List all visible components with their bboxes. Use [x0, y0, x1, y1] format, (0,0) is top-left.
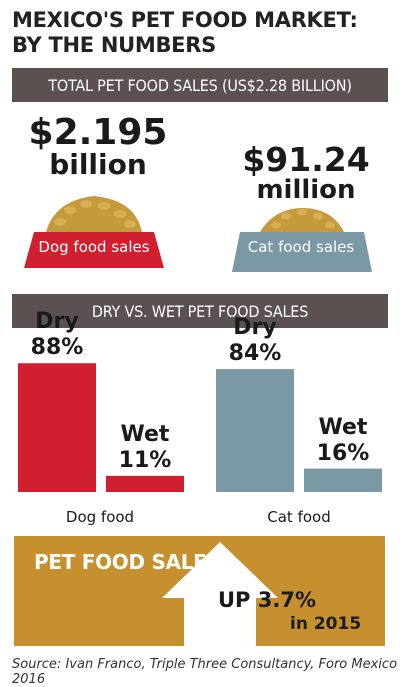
dry-wet-banner: DRY VS. WET PET FOOD SALES	[12, 294, 388, 328]
bar-cat-wet	[304, 468, 382, 492]
label-dog-dry: Dry 88%	[18, 309, 96, 361]
dog-sales-label: Dog food sales	[38, 238, 150, 256]
series-dry-name-cat: Dry	[233, 315, 277, 341]
bar-dog-dry	[18, 363, 96, 492]
growth-heading: PET FOOD SALES	[34, 550, 221, 574]
label-cat-wet: Wet 16%	[304, 415, 382, 467]
dog-sales-amount: $2.195	[28, 112, 168, 153]
value-dog-dry: 88%	[30, 335, 84, 361]
label-cat-dry: Dry 84%	[216, 315, 294, 367]
title-line-2: BY THE NUMBERS	[12, 33, 216, 57]
cat-sales-label: Cat food sales	[247, 238, 355, 256]
title-line-1: MEXICO'S PET FOOD MARKET:	[12, 8, 358, 32]
value-dog-wet: 11%	[118, 447, 172, 473]
series-wet-name-cat: Wet	[318, 414, 368, 440]
dog-bowl-icon	[24, 196, 164, 268]
page-title: MEXICO'S PET FOOD MARKET: BY THE NUMBERS	[12, 8, 392, 58]
category-cat-food: Cat food	[267, 508, 331, 526]
label-dog-wet: Wet 11%	[106, 422, 184, 474]
growth-value: UP 3.7%	[218, 588, 316, 612]
value-cat-dry: 84%	[228, 341, 282, 367]
growth-year: in 2015	[290, 614, 362, 634]
series-dry-name: Dry	[35, 309, 79, 335]
cat-bowl-icon	[232, 208, 372, 272]
total-sales-banner: TOTAL PET FOOD SALES (US$2.28 BILLION)	[12, 68, 388, 102]
dog-sales-unit: billion	[49, 148, 147, 181]
bar-cat-dry	[216, 369, 294, 492]
up-arrow-icon	[162, 542, 278, 646]
value-cat-wet: 16%	[316, 440, 370, 466]
category-dog-food: Dog food	[65, 508, 135, 526]
cat-sales-unit: million	[256, 175, 356, 205]
dry-wet-bar-chart	[18, 363, 382, 492]
cat-sales-amount: $91.24	[242, 140, 370, 179]
series-wet-name: Wet	[120, 421, 170, 447]
bar-dog-wet	[106, 475, 184, 492]
